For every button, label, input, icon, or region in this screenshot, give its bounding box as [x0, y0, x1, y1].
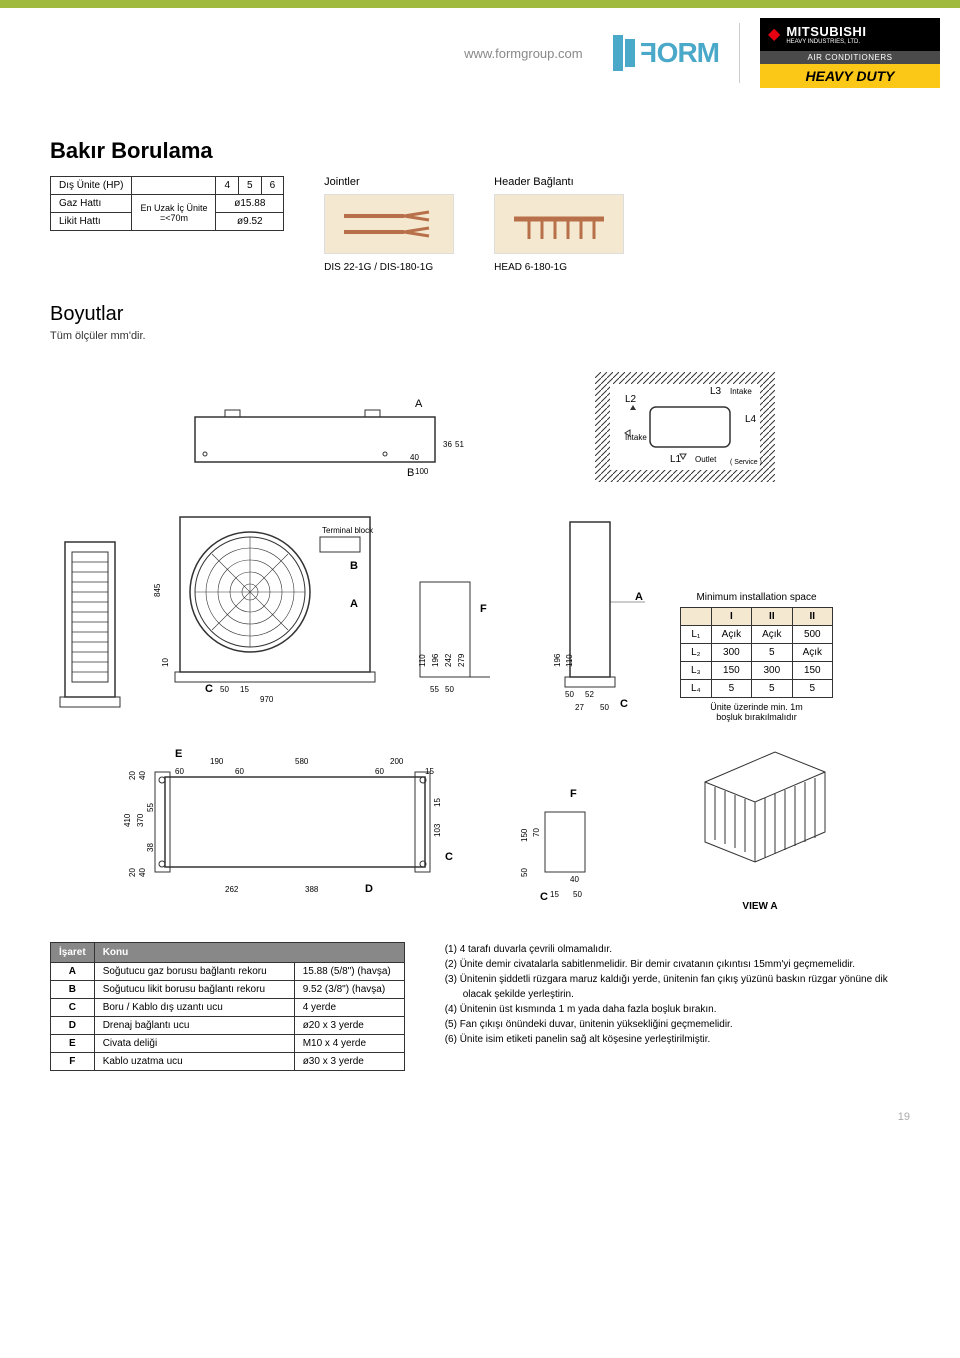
section-title-piping: Bakır Borulama: [50, 138, 910, 164]
svg-text:190: 190: [210, 757, 224, 766]
bottom-side-view: F 150 70 50 40 15 50 C: [515, 742, 635, 912]
svg-text:50: 50: [220, 685, 229, 694]
marks-table: İşaretKonu ASoğutucu gaz borusu bağlantı…: [50, 942, 405, 1071]
piping-table: Dış Ünite (HP) 4 5 6 Gaz Hattı En Uzak İ…: [50, 176, 284, 231]
mitsubishi-badge: ◆ MITSUBISHI HEAVY INDUSTRIES, LTD. AIR …: [760, 18, 940, 88]
svg-text:262: 262: [225, 885, 239, 894]
view-a-isometric: [675, 742, 845, 892]
svg-text:51: 51: [455, 440, 464, 449]
svg-text:100: 100: [415, 467, 429, 476]
svg-text:F: F: [480, 603, 487, 615]
svg-text:970: 970: [260, 695, 274, 704]
svg-text:50: 50: [573, 890, 582, 899]
svg-text:B: B: [350, 560, 358, 572]
svg-text:150: 150: [520, 828, 529, 842]
svg-text:60: 60: [235, 767, 244, 776]
bottom-view: E 190 580 200 60 60 60 15 410 370 55 38 …: [115, 742, 475, 912]
svg-text:410: 410: [123, 813, 132, 827]
front-view: Terminal block 845 10 970 C 50 15 B A: [150, 507, 390, 717]
svg-text:580: 580: [295, 757, 309, 766]
svg-text:Intake: Intake: [625, 433, 647, 442]
svg-text:40: 40: [138, 868, 147, 877]
svg-text:A: A: [635, 591, 643, 603]
svg-text:52: 52: [585, 690, 594, 699]
mitsubishi-logo-icon: ◆: [768, 27, 780, 43]
installation-space: Minimum installation space IIIII L₁AçıkA…: [680, 592, 833, 722]
svg-text:40: 40: [570, 875, 579, 884]
joint-part: Jointler DIS 22-1G / DIS-180-1G: [324, 176, 454, 273]
page-number: 19: [0, 1101, 960, 1133]
svg-text:196: 196: [553, 653, 562, 667]
svg-text:20: 20: [128, 868, 137, 877]
svg-text:F: F: [570, 788, 577, 800]
svg-text:27: 27: [575, 703, 584, 712]
svg-text:C: C: [540, 891, 548, 903]
svg-text:370: 370: [136, 813, 145, 827]
svg-text:L1: L1: [670, 454, 682, 465]
svg-text:Terminal block: Terminal block: [322, 526, 374, 535]
svg-text:40: 40: [138, 771, 147, 780]
svg-text:L4: L4: [745, 414, 757, 425]
page-header: www.formgroup.com FORM ◆ MITSUBISHI HEAV…: [0, 8, 960, 108]
svg-text:36: 36: [443, 440, 452, 449]
svg-text:242: 242: [444, 653, 453, 667]
svg-text:15: 15: [240, 685, 249, 694]
svg-text:L3: L3: [710, 386, 722, 397]
url-text: www.formgroup.com: [464, 46, 582, 61]
svg-text:60: 60: [175, 767, 184, 776]
svg-text:Outlet: Outlet: [695, 455, 717, 464]
svg-text:38: 38: [146, 843, 155, 852]
svg-text:55: 55: [146, 803, 155, 812]
svg-text:110: 110: [565, 654, 574, 667]
joint-icon: [334, 204, 444, 244]
side-view-right: A 196 110 50 52 27 50 C: [550, 512, 660, 722]
header-conn-icon: [504, 204, 614, 244]
side-view-left: [50, 532, 130, 722]
header-part: Header Bağlantı HEAD 6-180-1G: [494, 176, 624, 273]
svg-text:C: C: [620, 698, 628, 710]
form-logo: FORM: [613, 35, 719, 71]
svg-text:Intake: Intake: [730, 387, 752, 396]
svg-text:845: 845: [153, 583, 162, 597]
svg-text:200: 200: [390, 757, 404, 766]
svg-text:C: C: [445, 851, 453, 863]
svg-text:50: 50: [600, 703, 609, 712]
svg-text:A: A: [415, 398, 423, 410]
svg-text:D: D: [365, 883, 373, 895]
svg-text:70: 70: [532, 828, 541, 837]
svg-text:( Service ): ( Service ): [730, 459, 762, 466]
svg-text:20: 20: [128, 771, 137, 780]
svg-text:B: B: [407, 467, 414, 479]
svg-text:50: 50: [565, 690, 574, 699]
svg-text:279: 279: [457, 653, 466, 667]
svg-text:15: 15: [550, 890, 559, 899]
svg-text:388: 388: [305, 885, 319, 894]
svg-text:196: 196: [431, 653, 440, 667]
svg-text:10: 10: [161, 658, 170, 667]
installation-notes: (1) 4 tarafı duvarla çevrili olmamalıdır…: [445, 942, 910, 1071]
svg-text:50: 50: [520, 868, 529, 877]
clearance-diagram: L2 L3 L4 L1 Intake Intake Outlet ( Servi…: [595, 372, 775, 482]
svg-text:40: 40: [410, 453, 419, 462]
svg-text:110: 110: [418, 654, 427, 667]
svg-text:L2: L2: [625, 394, 637, 405]
svg-text:55: 55: [430, 685, 439, 694]
svg-text:50: 50: [445, 685, 454, 694]
svg-text:C: C: [205, 683, 213, 695]
section-title-dimensions: Boyutlar: [50, 303, 910, 326]
svg-text:A: A: [350, 598, 358, 610]
svg-text:103: 103: [433, 823, 442, 837]
svg-text:15: 15: [425, 767, 434, 776]
svg-text:E: E: [175, 748, 182, 760]
svg-text:60: 60: [375, 767, 384, 776]
side-view-detail: F 55 50 110 196 242 279: [410, 512, 530, 722]
svg-text:15: 15: [433, 798, 442, 807]
dimension-diagrams: A B 40 100 36 51 L2 L: [50, 372, 910, 912]
top-view-diagram: A B 40 100 36 51: [185, 392, 475, 482]
